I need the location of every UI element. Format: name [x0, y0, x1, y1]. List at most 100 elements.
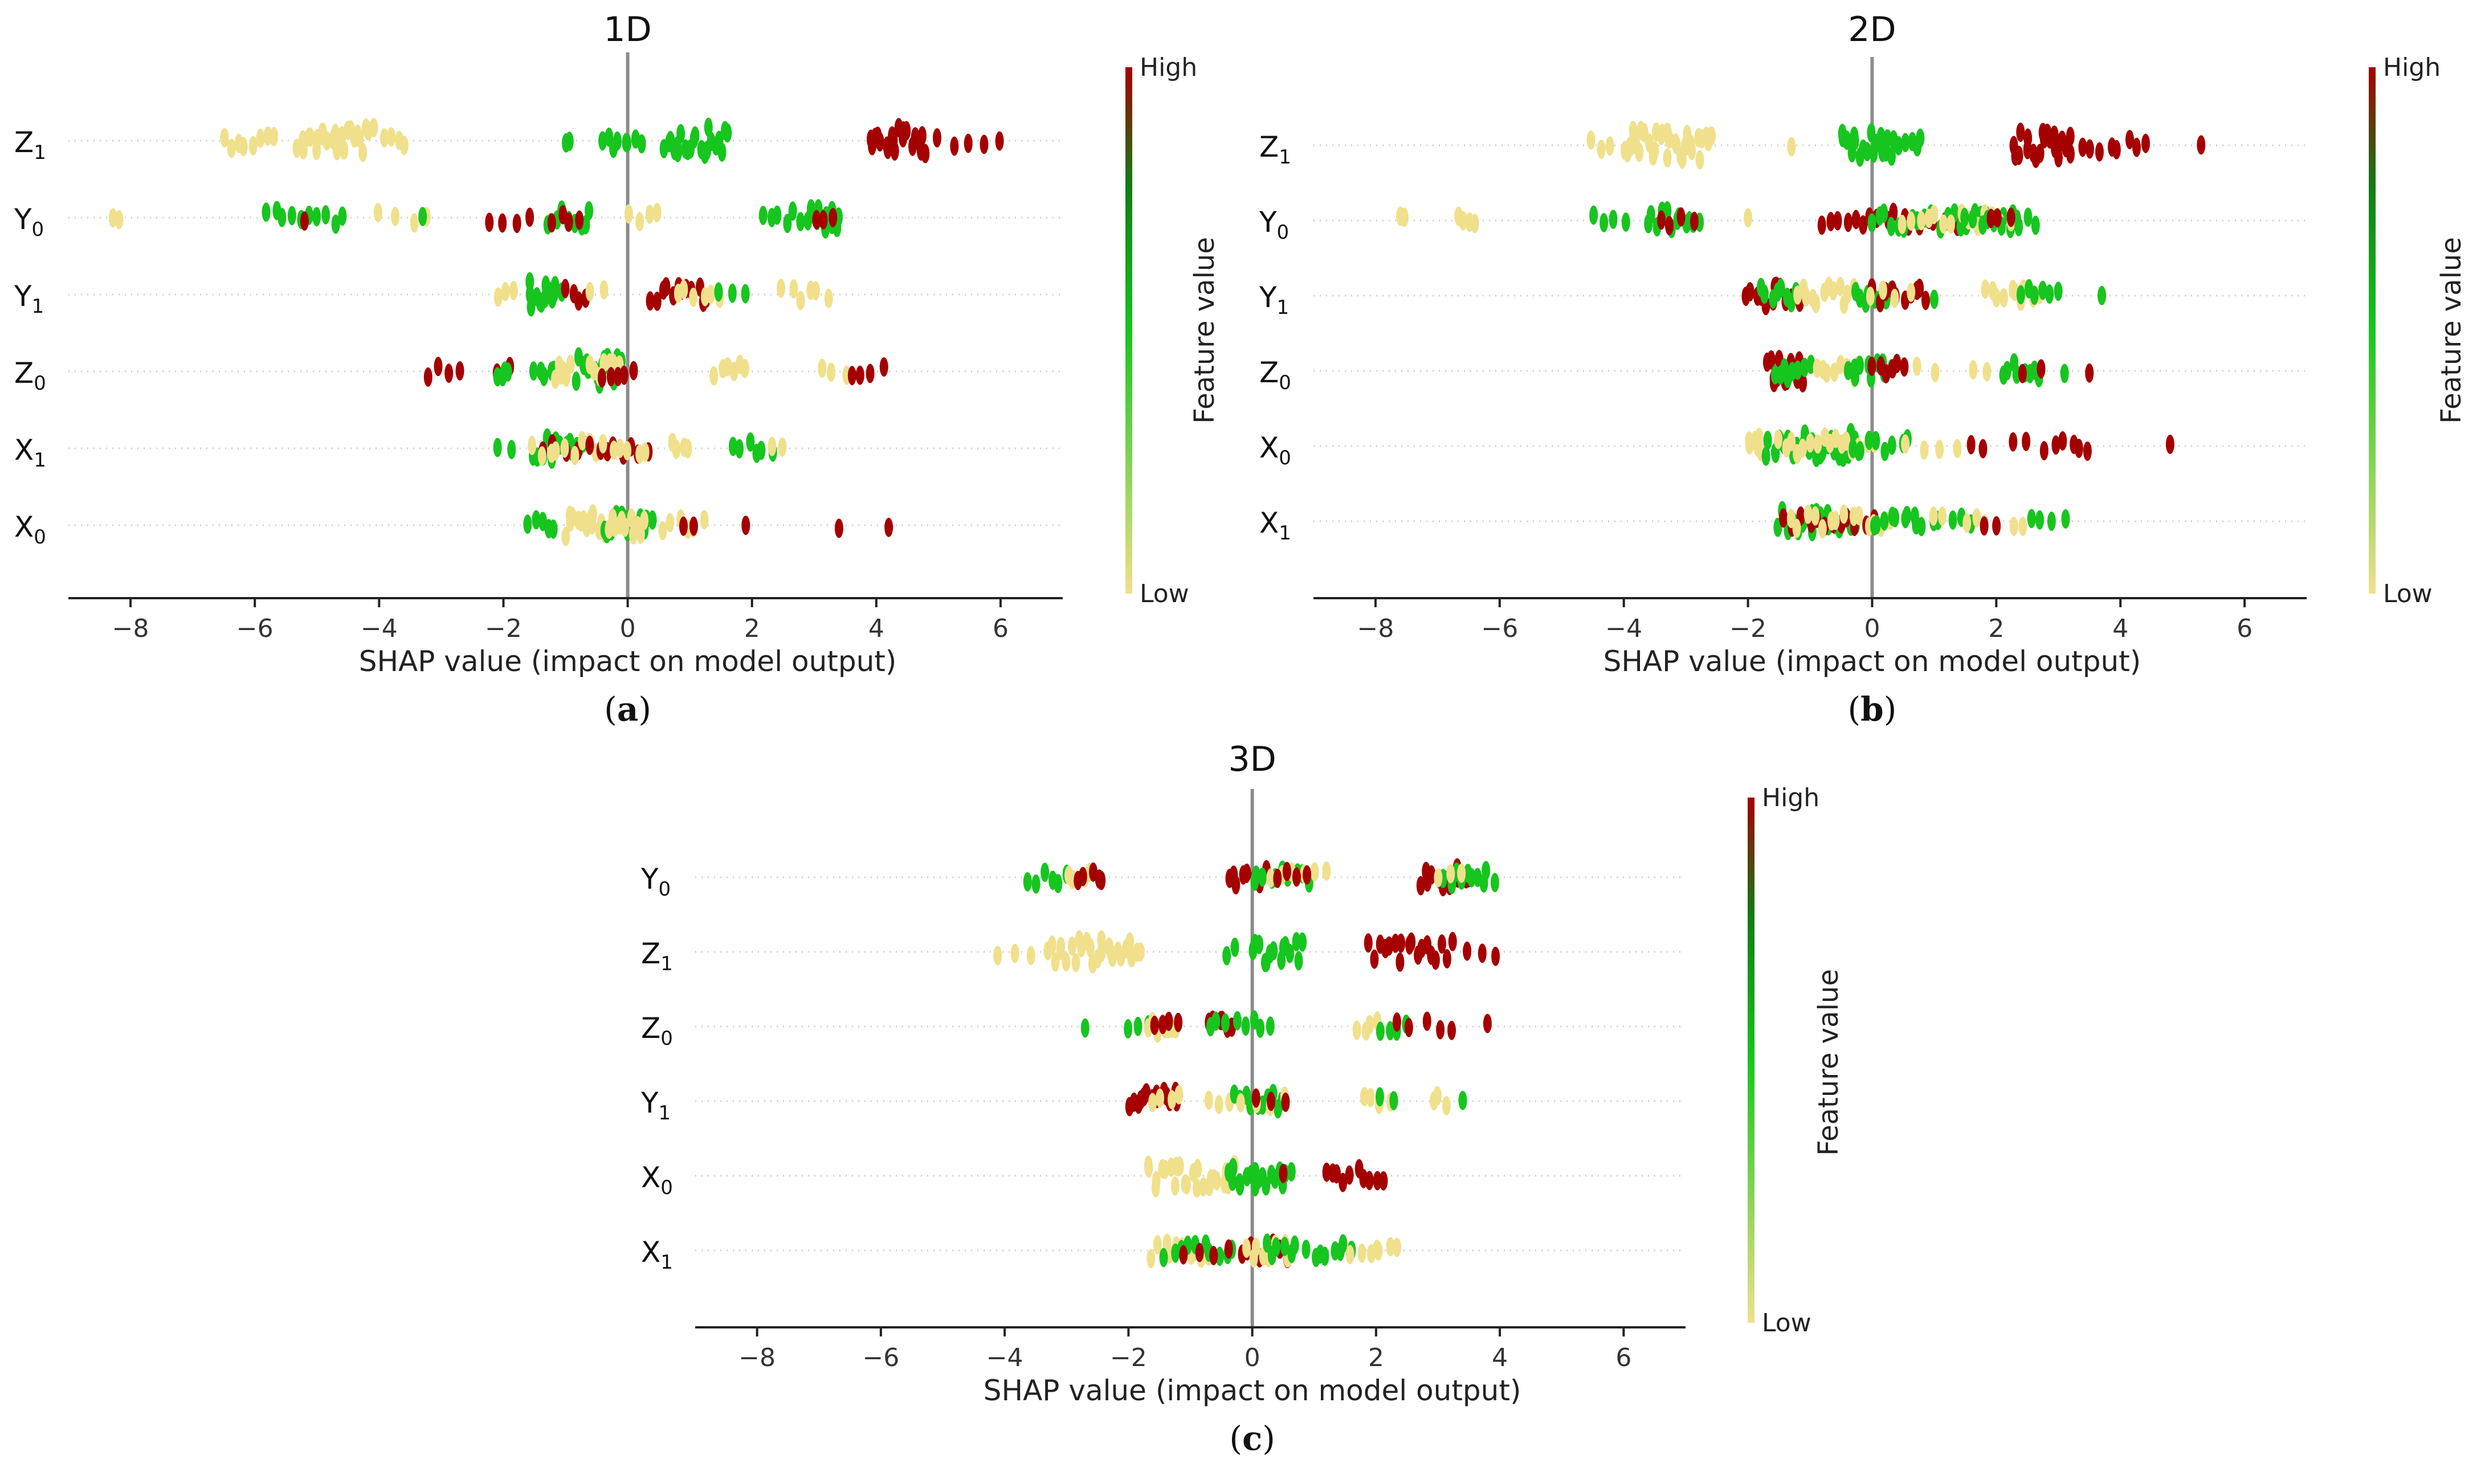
shap-point: [1267, 1091, 1276, 1111]
shap-point: [1182, 1175, 1191, 1195]
feature-label: Z1: [1259, 130, 1291, 169]
shap-point: [829, 208, 838, 228]
shap-point: [1787, 137, 1796, 157]
shap-point: [1228, 1171, 1237, 1191]
shap-point: [2083, 441, 2092, 461]
colorbar-gradient: [2369, 67, 2376, 594]
shap-point: [613, 131, 622, 151]
shap-point: [338, 206, 347, 226]
colorbar-title: Feature value: [2435, 237, 2467, 424]
shap-point: [1855, 441, 1864, 461]
shap-point: [1962, 513, 1972, 533]
shap-point: [1491, 946, 1500, 966]
shap-point: [1047, 935, 1056, 955]
colorbar-title: Feature value: [1813, 969, 1845, 1156]
shap-point: [1192, 1178, 1201, 1198]
shap-point: [2165, 434, 2174, 454]
shap-point: [1882, 363, 1891, 383]
shap-point: [2051, 435, 2060, 455]
shap-point: [1878, 280, 1887, 300]
shap-point: [757, 440, 766, 460]
shap-point: [1458, 1090, 1467, 1110]
shap-point: [1124, 1019, 1133, 1039]
shap-point: [1148, 1093, 1157, 1113]
x-tick-label: 0: [1244, 1343, 1260, 1372]
shap-point: [709, 366, 719, 386]
shap-point: [1978, 439, 1988, 459]
shap-point: [1431, 950, 1440, 970]
colorbar-gradient: [1125, 67, 1132, 594]
shap-point: [1097, 870, 1106, 890]
shap-point: [1266, 1016, 1275, 1036]
shap-point: [2016, 122, 2025, 142]
feature-row-x0: [1745, 423, 2174, 467]
x-tick-label: 4: [2112, 614, 2128, 643]
shap-point: [1935, 439, 1944, 459]
shap-point: [623, 441, 632, 461]
shap-point: [1898, 214, 1907, 234]
x-tick-label: −4: [1605, 614, 1642, 643]
shap-point: [847, 366, 856, 386]
shap-point: [758, 206, 768, 226]
shap-point: [287, 206, 296, 226]
shap-point: [637, 134, 646, 154]
shap-point: [1482, 861, 1491, 881]
shap-point: [1490, 873, 1499, 893]
shap-point: [574, 291, 583, 311]
shap-point: [1233, 1011, 1242, 1031]
shap-point: [1251, 1088, 1260, 1108]
shap-point: [890, 141, 899, 161]
shap-point: [1298, 932, 1307, 952]
shap-point: [777, 279, 786, 299]
shap-point: [679, 516, 688, 536]
shap-point: [1744, 208, 1753, 228]
shap-point: [2023, 128, 2033, 148]
shap-point: [1457, 863, 1466, 883]
colorbar-gradient: [1748, 798, 1754, 1323]
shap-point: [1657, 210, 1666, 230]
shap-point: [1459, 211, 1468, 231]
shap-point: [1843, 284, 1852, 304]
shap-point: [1133, 1016, 1143, 1036]
shap-point: [1792, 518, 1801, 538]
shap-point: [540, 366, 549, 386]
shap-point: [550, 276, 560, 296]
shap-point: [1798, 373, 1807, 393]
shap-point: [2098, 285, 2107, 305]
shap-point: [1281, 1092, 1290, 1112]
shap-point: [1912, 356, 1921, 376]
shap-point: [1447, 1020, 1456, 1040]
shap-point: [369, 117, 378, 137]
shap-point: [523, 514, 532, 534]
shap-point: [2035, 144, 2045, 163]
shap-point: [566, 354, 575, 374]
feature-label: Y0: [640, 862, 671, 901]
feature-row-y1: [1741, 276, 2107, 316]
shap-point: [1917, 211, 1926, 231]
shap-point: [1399, 207, 1409, 227]
shap-point: [1230, 937, 1239, 957]
shap-point: [1907, 283, 1916, 302]
x-axis-label: SHAP value (impact on model output): [984, 1374, 1521, 1407]
shap-point: [648, 510, 657, 530]
shap-point: [1199, 1177, 1208, 1197]
shap-point: [1086, 938, 1095, 958]
shap-point: [1159, 1248, 1168, 1268]
shap-point: [676, 124, 686, 144]
shap-point: [1939, 214, 1948, 234]
shap-point: [399, 136, 409, 156]
shap-point: [1236, 1093, 1245, 1113]
feature-row-y0: [1396, 201, 2040, 239]
shap-point: [1357, 1243, 1366, 1263]
shap-point: [1831, 510, 1840, 530]
shap-point: [1597, 140, 1606, 160]
shap-point: [1663, 148, 1672, 168]
shap-point: [1843, 212, 1853, 232]
shap-point: [2023, 207, 2033, 227]
shap-point: [1164, 1011, 1173, 1031]
shap-point: [2000, 288, 2009, 308]
shap-point: [1842, 130, 1851, 150]
shap-point: [1407, 932, 1416, 952]
shap-point: [1241, 1016, 1250, 1036]
shap-point: [741, 516, 750, 535]
